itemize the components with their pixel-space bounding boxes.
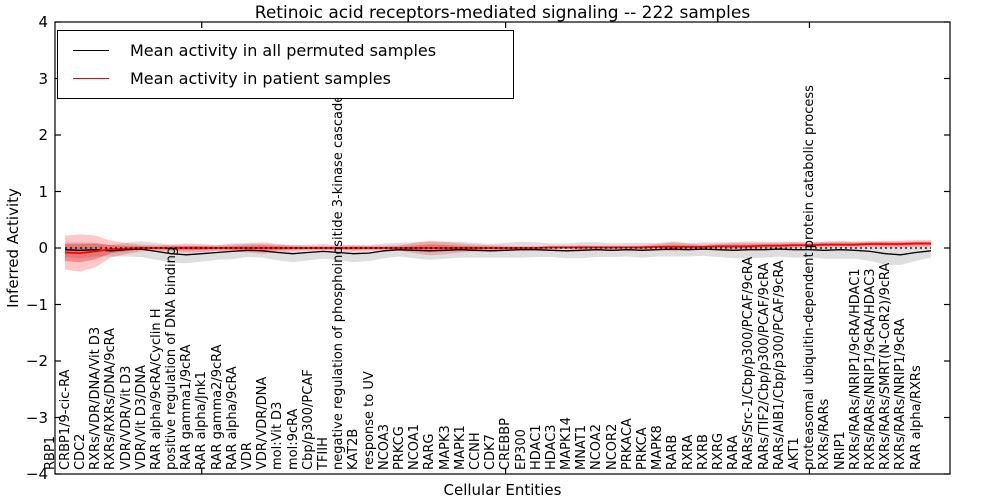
x-tick-label: MAPK1: [452, 425, 468, 470]
x-tick-label: NCOR2: [604, 423, 620, 470]
x-tick-label: RXRG: [711, 432, 726, 470]
x-tick-label: mol:Vit D3: [270, 401, 286, 470]
x-tick-label: NCOA2: [589, 424, 605, 470]
x-tick-label: AKT1: [787, 437, 802, 470]
x-tick-label: KAT2B: [346, 428, 362, 470]
x-tick-label: mol:9cRA: [285, 408, 301, 470]
y-tick-label: −3: [25, 408, 48, 427]
x-tick-label: RARA: [726, 435, 742, 470]
x-tick-label: RARB: [665, 434, 681, 470]
x-tick-label: NCOA1: [407, 424, 423, 470]
x-tick-label: NCOA3: [376, 424, 392, 470]
chart-title: Retinoic acid receptors-mediated signali…: [254, 3, 751, 23]
x-tick-label: NRIP1: [832, 431, 848, 470]
x-tick-label: TFIIH: [316, 437, 331, 470]
x-tick-label: RXRs/VDR/DNA/Vit D3: [88, 326, 104, 470]
x-tick-label: CREBBP: [498, 418, 514, 470]
legend-item: Mean activity in patient samples: [58, 64, 513, 92]
y-tick-label: 0: [38, 239, 48, 257]
x-tick-label: RXRs/RARs: [817, 398, 833, 470]
x-tick-label: RAR alpha/Jnk1: [194, 371, 210, 470]
x-tick-label: RXRs/RXRs/DNA/9cRA: [103, 327, 119, 470]
x-tick-label: RXRB: [695, 434, 711, 470]
x-tick-label: RAR gamma2/9cRA: [209, 344, 225, 470]
x-tick-label: HDAC3: [543, 424, 559, 470]
y-tick-label: −1: [25, 295, 48, 314]
x-tick-label: CDK7: [483, 434, 499, 470]
x-tick-label: proteasomal ubiquitin-dependent protein …: [802, 85, 818, 470]
x-tick-label: MAPK3: [437, 425, 453, 470]
x-tick-label: CCNH: [467, 432, 483, 470]
x-tick-label: negative regulation of phosphoinositide …: [331, 94, 347, 470]
x-tick-label: RAR gamma1/9cRA: [179, 344, 195, 470]
x-tick-label: MAPK8: [650, 425, 666, 470]
legend: Mean activity in all permuted samples Me…: [57, 30, 514, 99]
x-tick-label: PRKACA: [619, 418, 635, 470]
x-tick-label: RXRs/RARs/SMRT(N-CoR2)/9cRA: [878, 262, 894, 470]
y-tick-label: −2: [25, 352, 48, 370]
x-tick-label: RXRs/RARs/NRIP1/9cRA: [893, 318, 909, 470]
x-tick-label: HDAC1: [528, 424, 544, 470]
legend-label-permuted: Mean activity in all permuted samples: [130, 40, 437, 60]
x-tick-label: RARs/Src-1/Cbp/p300/PCAF/9cRA: [741, 256, 757, 470]
x-tick-label: RXRA: [680, 434, 696, 470]
x-tick-label: RXRs/RARs/NRIP1/9cRA/HDAC1: [847, 268, 863, 470]
legend-permuted-line-icon: [73, 49, 109, 51]
y-tick-label: −4: [25, 465, 48, 483]
patient-mean-line: [64, 242, 931, 254]
x-tick-label: VDR/VDR/DNA: [255, 376, 271, 470]
x-tick-label: MNAT1: [574, 424, 590, 470]
x-tick-label: VDR: [240, 442, 255, 470]
x-tick-label: RAR alpha/9cRA: [224, 366, 240, 470]
x-tick-label: Cbp/p300/PCAF: [300, 369, 316, 470]
x-tick-label: VDR/VDR/Vit D3: [118, 365, 134, 470]
legend-patient-line-icon: [73, 77, 109, 79]
x-tick-label: CRBP1/9-cic-RA: [57, 369, 73, 470]
x-tick-label: VDR/Vit D3/DNA: [133, 364, 149, 470]
x-tick-label: PRKCA: [635, 427, 650, 470]
x-axis-label: Cellular Entities: [443, 481, 562, 499]
x-tick-label: RARs/TIF2/Cbp/p300/PCAF/9cRA: [756, 262, 772, 470]
x-tick-label: CDC2: [72, 433, 88, 470]
x-tick-label: MAPK14: [559, 416, 575, 470]
y-tick-label: 4: [38, 13, 48, 31]
legend-item: Mean activity in all permuted samples: [58, 36, 513, 64]
y-tick-label: 3: [38, 69, 48, 88]
x-tick-label: RAR alpha/RXRs: [908, 365, 924, 470]
x-tick-label: EP300: [513, 429, 529, 470]
legend-label-patient: Mean activity in patient samples: [130, 68, 391, 88]
x-tick-label: PRKCG: [391, 426, 407, 470]
x-tick-label: RARG: [422, 433, 438, 470]
y-tick-label: 2: [38, 126, 48, 144]
x-tick-label: RARs/AIB1/Cbp/p300/PCAF/9cRA: [771, 260, 787, 470]
y-tick-label: 1: [38, 182, 48, 201]
x-tick-label: RXRs/RARs/NRIP1/9cRA/HDAC3: [862, 268, 878, 470]
x-tick-label: response to UV: [361, 371, 377, 470]
x-tick-label: RAR alpha/9cRA/Cyclin H: [148, 308, 164, 470]
x-tick-label: positive regulation of DNA binding: [164, 246, 179, 470]
permuted-mean-line: [64, 248, 932, 256]
